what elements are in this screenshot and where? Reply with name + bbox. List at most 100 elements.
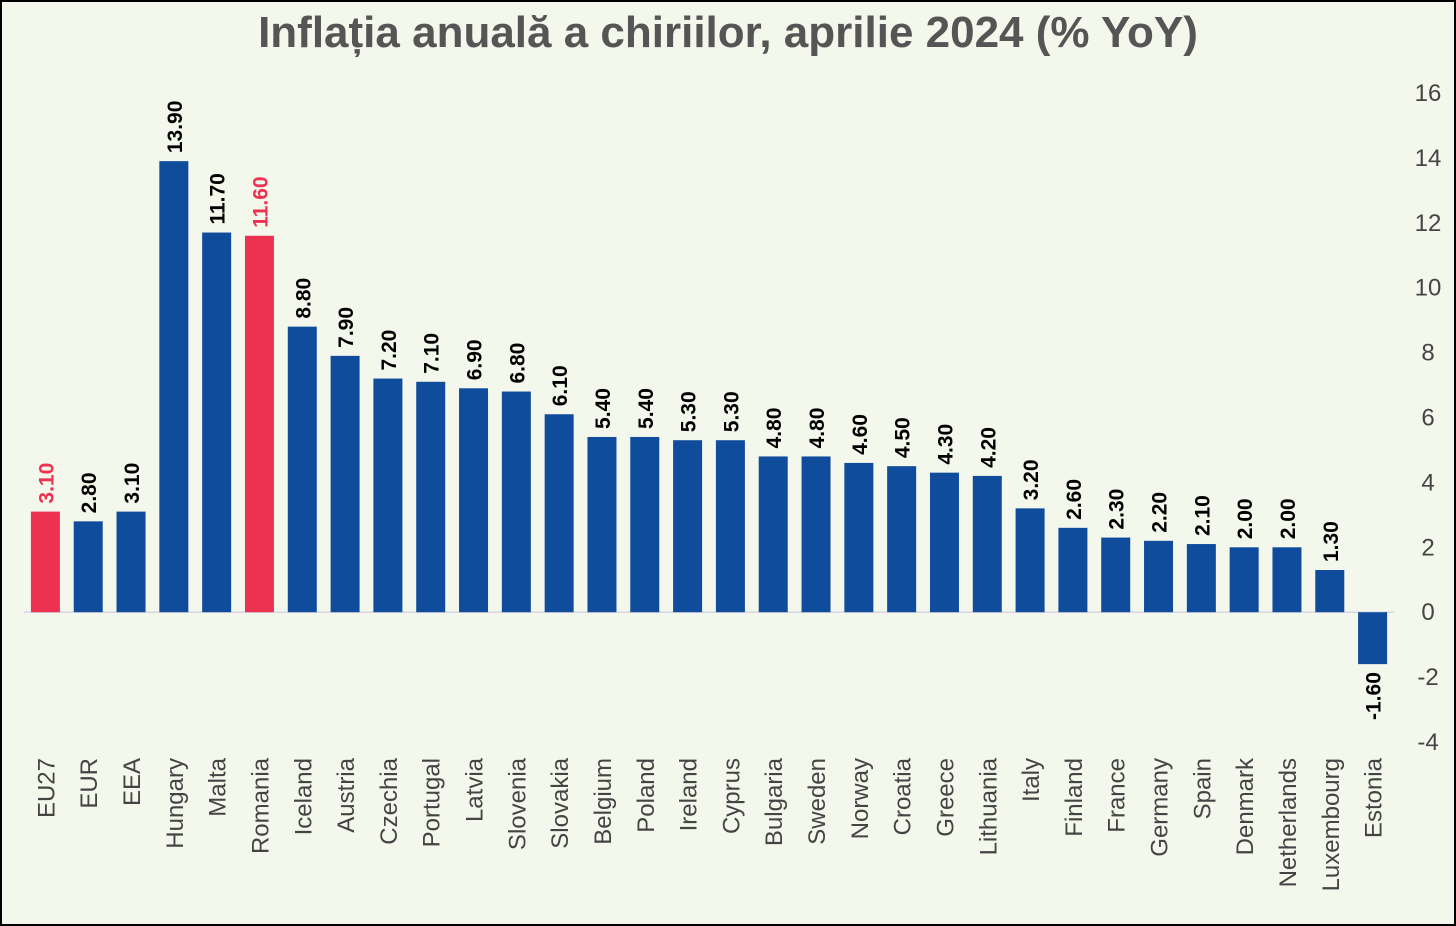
data-label: 2.10 xyxy=(1191,495,1214,536)
bar xyxy=(159,161,189,613)
data-label: 5.30 xyxy=(720,391,743,432)
x-tick-label: Hungary xyxy=(162,758,189,849)
bar xyxy=(801,456,831,613)
x-tick-label: Iceland xyxy=(290,758,317,835)
x-tick-label: Czechia xyxy=(376,757,403,844)
x-tick-label: EUR xyxy=(76,758,103,809)
bar xyxy=(929,472,959,613)
data-label: -1.60 xyxy=(1363,672,1386,720)
data-label: 2.00 xyxy=(1234,498,1257,539)
x-tick-label: France xyxy=(1104,758,1131,833)
y-tick-label: 8 xyxy=(1421,340,1434,367)
bar xyxy=(1229,547,1259,613)
bar xyxy=(244,235,274,613)
bar xyxy=(715,440,745,613)
bar xyxy=(501,391,531,613)
data-label: 1.30 xyxy=(1320,521,1343,562)
data-label: 6.10 xyxy=(549,365,572,406)
bar xyxy=(630,436,660,613)
bar xyxy=(673,440,703,613)
data-label: 4.80 xyxy=(806,408,829,449)
x-tick-label: Portugal xyxy=(419,758,446,847)
x-tick-label: Spain xyxy=(1189,758,1216,819)
data-label: 4.80 xyxy=(763,408,786,449)
data-label: 5.30 xyxy=(678,391,701,432)
x-tick-label: Germany xyxy=(1147,758,1174,857)
x-tick-label: Slovenia xyxy=(504,757,531,850)
bar xyxy=(330,355,360,613)
bar xyxy=(373,378,403,613)
bar xyxy=(1315,570,1345,613)
y-tick-label: -4 xyxy=(1417,729,1438,756)
x-tick-label: Netherlands xyxy=(1275,758,1302,887)
x-tick-label: Denmark xyxy=(1232,757,1259,855)
chart-title: Inflația anuală a chiriilor, aprilie 202… xyxy=(258,8,1198,57)
data-label: 13.90 xyxy=(164,101,187,154)
bar xyxy=(972,475,1002,613)
data-label: 5.40 xyxy=(592,388,615,429)
data-label: 7.10 xyxy=(421,333,444,374)
x-tick-label: Latvia xyxy=(462,757,489,822)
y-tick-label: 14 xyxy=(1415,145,1442,172)
bar xyxy=(202,232,232,613)
x-tick-label: Estonia xyxy=(1361,757,1388,838)
x-tick-label: EU27 xyxy=(33,758,60,818)
data-label: 7.20 xyxy=(378,330,401,371)
x-tick-label: Greece xyxy=(932,758,959,837)
x-tick-label: Bulgaria xyxy=(761,757,788,846)
data-label: 3.10 xyxy=(121,463,144,504)
bar xyxy=(116,511,146,613)
x-tick-label: Austria xyxy=(333,757,360,832)
bar xyxy=(1101,537,1131,613)
bar xyxy=(416,381,446,613)
bar xyxy=(758,456,788,613)
y-tick-label: 12 xyxy=(1415,210,1442,237)
data-label: 6.90 xyxy=(464,339,487,380)
data-label: 2.60 xyxy=(1063,479,1086,520)
data-label: 7.90 xyxy=(335,307,358,348)
data-label: 2.00 xyxy=(1277,498,1300,539)
data-label: 5.40 xyxy=(635,388,658,429)
bar xyxy=(1144,540,1174,613)
y-tick-label: 0 xyxy=(1421,599,1434,626)
y-tick-label: 10 xyxy=(1415,275,1442,302)
x-tick-label: Slovakia xyxy=(547,757,574,848)
x-tick-label: Malta xyxy=(205,757,232,816)
data-label: 2.80 xyxy=(78,472,101,513)
data-label: 4.60 xyxy=(849,414,872,455)
y-tick-label: -2 xyxy=(1417,664,1438,691)
bar xyxy=(287,326,317,613)
data-label: 4.20 xyxy=(977,427,1000,468)
bar xyxy=(459,388,489,613)
bar xyxy=(30,511,60,613)
x-tick-label: Sweden xyxy=(804,758,831,845)
x-tick-label: Lithuania xyxy=(975,757,1002,855)
x-tick-label: Cyprus xyxy=(718,758,745,834)
bar xyxy=(1015,508,1045,613)
x-tick-label: EEA xyxy=(119,758,146,806)
data-label: 11.60 xyxy=(249,176,272,227)
bar xyxy=(544,414,574,613)
x-tick-label: Romania xyxy=(247,757,274,854)
data-label: 8.80 xyxy=(292,278,315,319)
bar xyxy=(73,521,103,613)
x-tick-label: Luxembourg xyxy=(1318,758,1345,891)
y-tick-label: 2 xyxy=(1421,534,1434,561)
data-label: 6.80 xyxy=(506,343,529,384)
bar xyxy=(587,436,617,613)
bar xyxy=(1358,612,1388,665)
data-label: 4.30 xyxy=(934,424,957,465)
data-label: 11.70 xyxy=(207,173,230,224)
bar xyxy=(1272,547,1302,613)
x-tick-label: Italy xyxy=(1018,758,1045,802)
bar xyxy=(844,462,874,613)
data-label: 3.10 xyxy=(35,463,58,504)
bar xyxy=(1186,544,1216,613)
x-tick-label: Norway xyxy=(847,758,874,839)
x-tick-label: Finland xyxy=(1061,758,1088,837)
data-label: 4.50 xyxy=(892,417,915,458)
y-tick-label: 4 xyxy=(1421,469,1434,496)
y-tick-label: 16 xyxy=(1415,80,1442,107)
